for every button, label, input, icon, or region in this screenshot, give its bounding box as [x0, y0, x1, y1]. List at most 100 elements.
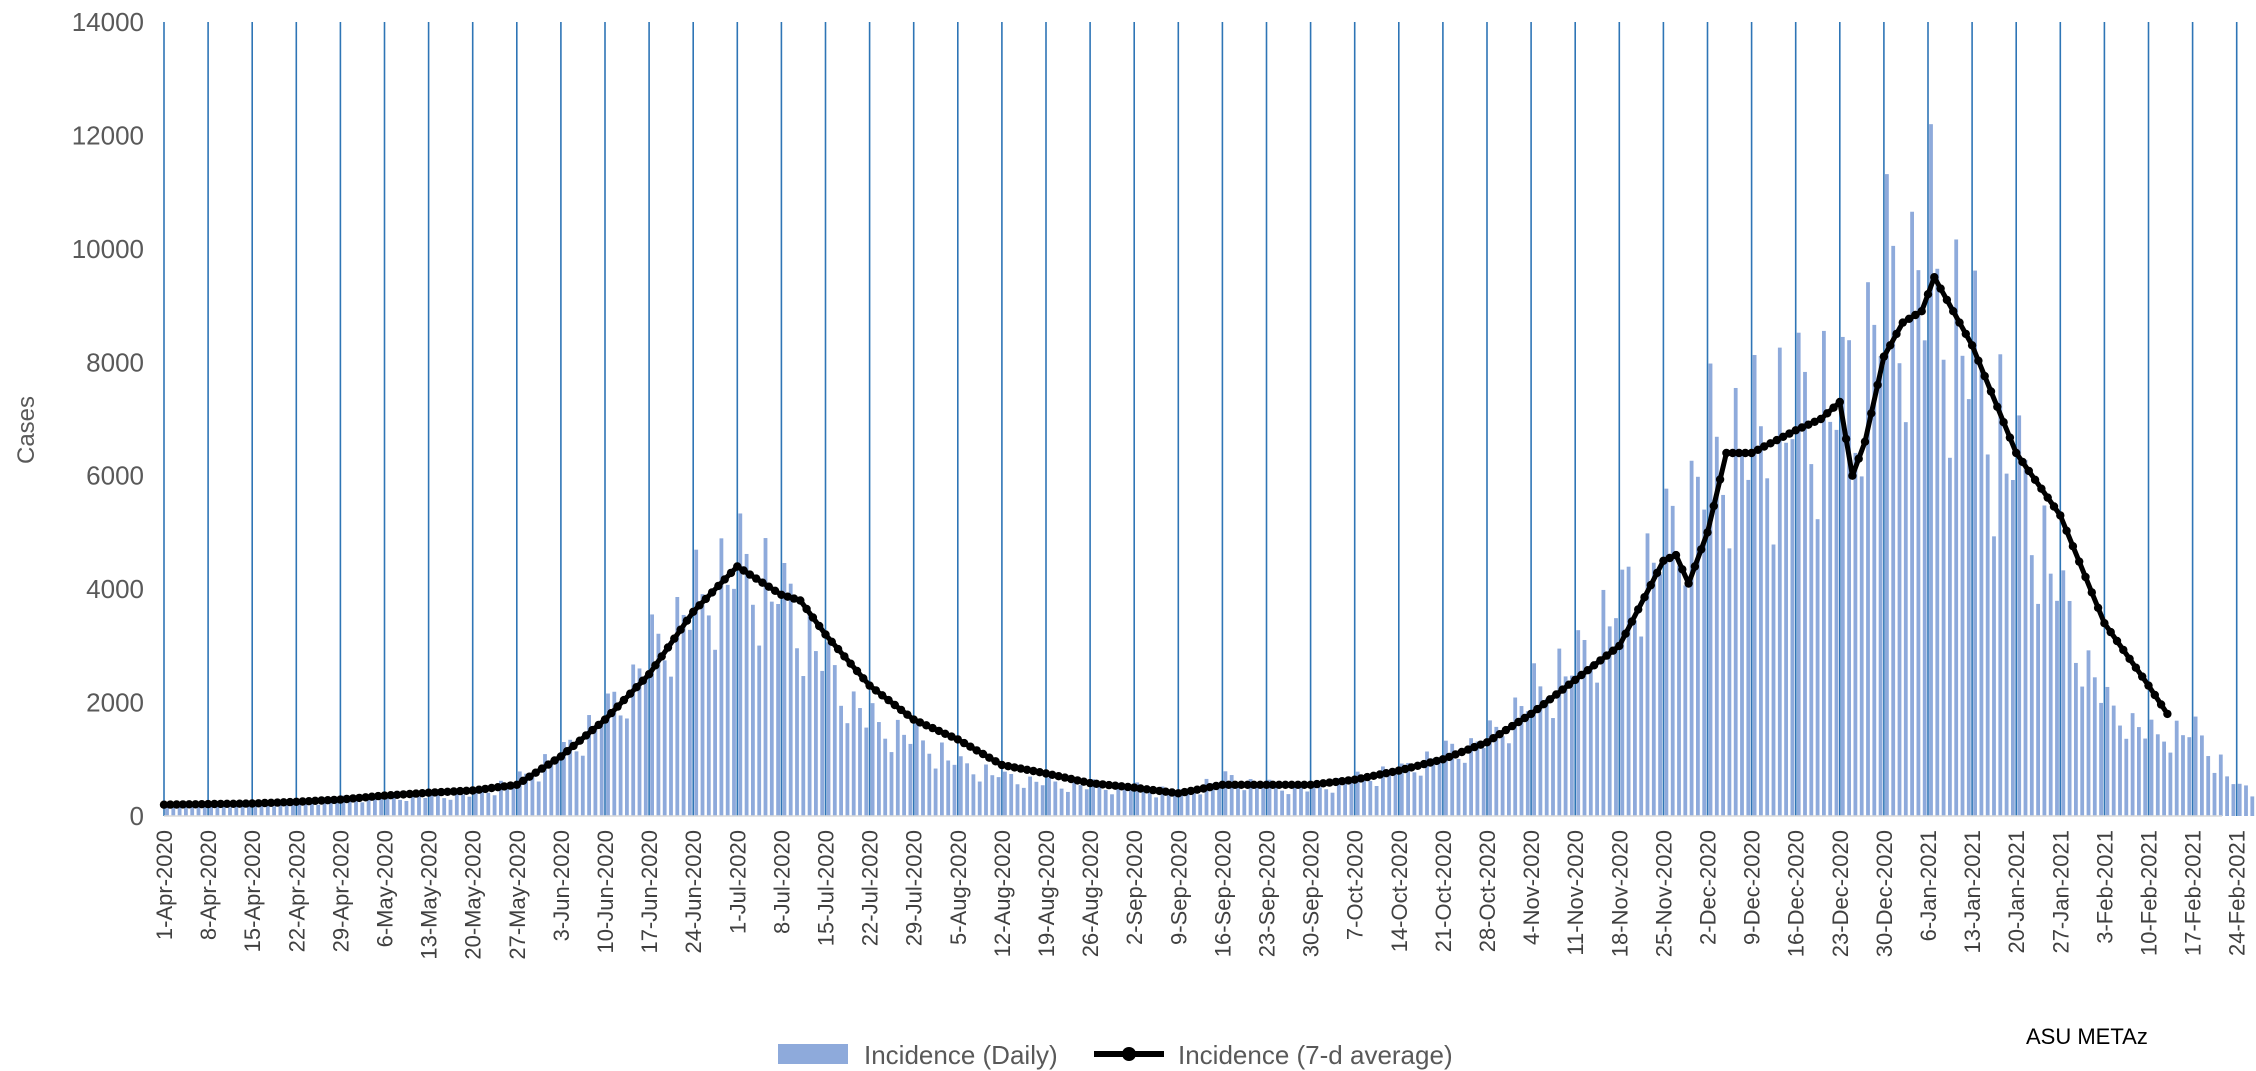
x-tick-label: 19-Aug-2020: [1034, 830, 1059, 957]
average-point: [607, 708, 616, 718]
average-point: [2068, 542, 2078, 551]
x-tick-label: 16-Dec-2020: [1784, 830, 1809, 957]
daily-bar: [1097, 785, 1102, 816]
average-point: [676, 625, 685, 634]
average-point: [1111, 781, 1120, 790]
average-point: [840, 652, 849, 661]
daily-bar: [1620, 569, 1625, 816]
average-point: [1407, 763, 1416, 772]
daily-bar: [1129, 790, 1133, 816]
average-point: [1835, 397, 1845, 407]
average-point: [191, 800, 200, 809]
average-point: [1463, 745, 1473, 754]
average-point: [1709, 501, 1719, 511]
average-point: [1445, 752, 1454, 762]
x-tick-label: 22-Apr-2020: [284, 830, 309, 952]
daily-bar: [1418, 775, 1423, 816]
average-point: [1199, 784, 1208, 793]
average-point: [1382, 769, 1391, 778]
daily-bar: [1393, 773, 1398, 816]
daily-bar: [1336, 778, 1341, 816]
daily-bar: [1557, 648, 1562, 816]
daily-bar: [1551, 718, 1555, 816]
daily-bar: [933, 768, 938, 816]
daily-bar: [1021, 787, 1026, 816]
average-point: [248, 799, 257, 808]
daily-bars: [165, 124, 2255, 817]
average-point: [1048, 770, 1057, 779]
average-point: [1772, 435, 1782, 445]
average-point: [348, 794, 358, 803]
average-point: [1955, 318, 1964, 327]
average-point: [1174, 789, 1183, 798]
average-point: [556, 752, 566, 761]
average-point: [2043, 493, 2052, 502]
average-point: [941, 729, 950, 738]
daily-bar: [826, 642, 831, 816]
daily-bar: [1003, 771, 1007, 816]
daily-bar: [1084, 789, 1089, 816]
daily-bar: [1513, 697, 1518, 816]
average-point: [953, 735, 962, 744]
average-point: [367, 792, 377, 801]
x-tick-label: 10-Feb-2021: [2137, 830, 2162, 956]
average-point: [1035, 768, 1044, 777]
daily-bar: [732, 588, 736, 816]
daily-bar: [284, 802, 289, 816]
average-point: [1823, 409, 1832, 418]
average-point: [2163, 709, 2172, 719]
average-point: [1520, 713, 1530, 723]
average-point: [915, 718, 925, 727]
average-point: [1218, 780, 1227, 789]
daily-bar: [2118, 725, 2122, 816]
average-point: [1281, 780, 1290, 789]
daily-bar: [1242, 790, 1247, 816]
daily-bar: [889, 752, 894, 816]
daily-bar: [2029, 555, 2034, 816]
daily-bar: [1664, 488, 1669, 816]
average-point: [1237, 780, 1246, 789]
average-point: [216, 799, 225, 809]
average-point: [399, 790, 408, 799]
daily-bar: [429, 792, 434, 816]
daily-bar: [1885, 174, 1889, 817]
daily-bar: [240, 804, 245, 816]
daily-bar: [2168, 752, 2173, 816]
average-line: [159, 273, 2172, 809]
average-point: [777, 590, 786, 599]
average-point: [178, 800, 188, 809]
daily-bar: [347, 796, 352, 816]
daily-bar: [1973, 270, 1977, 816]
daily-bar: [744, 553, 749, 816]
average-point: [972, 746, 981, 755]
daily-bar: [1866, 282, 1870, 816]
daily-bar: [1532, 663, 1536, 816]
average-point: [424, 788, 433, 797]
daily-bar: [272, 806, 276, 816]
average-point: [726, 568, 736, 578]
daily-bar: [1166, 793, 1171, 816]
average-point: [1457, 747, 1467, 757]
daily-bar: [650, 614, 654, 816]
average-point: [638, 676, 647, 685]
daily-bar: [757, 645, 762, 816]
daily-bar: [1740, 451, 1744, 816]
daily-bar: [442, 798, 447, 816]
average-point: [1325, 778, 1334, 787]
x-tick-label: 6-May-2020: [373, 830, 398, 947]
x-tick-label: 6-Jan-2021: [1916, 830, 1941, 941]
daily-bar: [379, 798, 384, 816]
average-point: [859, 674, 868, 683]
average-point: [260, 798, 269, 808]
daily-bar: [2218, 754, 2223, 816]
daily-bar: [2193, 716, 2198, 816]
daily-bar: [1519, 706, 1524, 816]
daily-bar: [373, 798, 377, 816]
average-point: [1999, 418, 2008, 427]
average-point: [1167, 788, 1177, 797]
daily-bar: [795, 648, 799, 816]
average-point: [1911, 310, 1920, 320]
daily-bar: [1292, 784, 1297, 816]
